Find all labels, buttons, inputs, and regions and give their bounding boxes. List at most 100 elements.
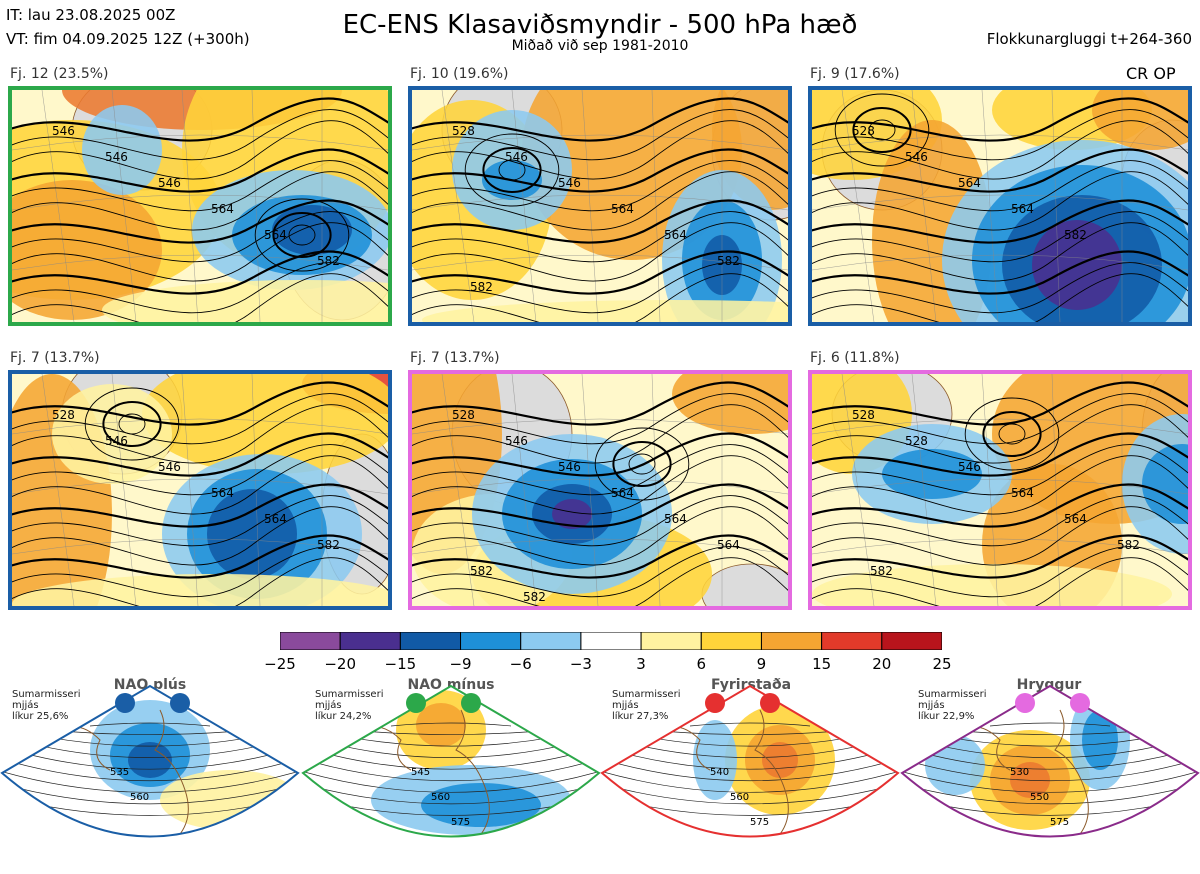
contour-label: 540	[710, 767, 729, 778]
height-contour	[812, 455, 1188, 515]
colorbar-swatch	[460, 631, 522, 651]
height-contour	[812, 444, 1188, 496]
height-contour	[812, 393, 1188, 445]
contour-label: 564	[664, 512, 687, 526]
height-contour	[812, 506, 1188, 566]
height-contour	[12, 199, 388, 244]
regime-marker	[1015, 693, 1035, 713]
anomaly-area	[207, 489, 297, 579]
height-contour	[12, 160, 388, 212]
height-contour	[12, 495, 388, 547]
valid-time: VT: fim 04.09.2025 12Z (+300h)	[6, 30, 250, 48]
height-contour	[12, 262, 388, 314]
contour-label: 564	[211, 486, 234, 500]
height-contour	[412, 160, 788, 212]
regime-3-title: Fyrirstaða	[710, 677, 792, 693]
height-contour	[812, 109, 1188, 161]
height-contour	[12, 171, 388, 231]
height-contour	[12, 222, 388, 282]
regime-anomaly	[1082, 710, 1118, 770]
regime-marker	[1070, 693, 1090, 713]
colorbar-swatch	[520, 631, 582, 651]
contour-label: 560	[730, 792, 749, 803]
height-contour	[812, 273, 1188, 322]
cluster-field: 528 546 546 564 564 582 582	[412, 90, 788, 322]
contour-label: 564	[1011, 486, 1034, 500]
height-contour	[812, 557, 1188, 606]
classification-window: Flokkunargluggi t+264-360	[986, 30, 1192, 48]
contour-label: 528	[852, 124, 875, 138]
contour-label: 550	[1030, 792, 1049, 803]
colorbar-tick-label: 15	[812, 655, 832, 673]
colorbar-swatch	[339, 631, 401, 651]
height-contour	[812, 250, 1188, 295]
contour-label: 530	[1010, 767, 1029, 778]
height-contour	[412, 171, 788, 231]
height-contour	[12, 120, 388, 180]
regime-marker	[705, 693, 725, 713]
anomaly-area	[1092, 90, 1188, 150]
contour-label: 575	[451, 817, 470, 828]
contour-label: 546	[905, 150, 928, 164]
contour-label: 535	[110, 767, 129, 778]
regime-field: 530 550 575	[900, 684, 1200, 838]
regime-outline	[0, 684, 300, 838]
contour-label: 564	[211, 202, 234, 216]
colorbar-tick-label: −20	[324, 655, 356, 673]
height-contour	[812, 97, 1188, 142]
height-contour	[812, 171, 1188, 231]
height-contour	[412, 211, 788, 263]
regime-anomaly	[416, 703, 466, 747]
regime-marker	[461, 693, 481, 713]
contour-label: 564	[264, 512, 287, 526]
height-contour	[12, 483, 388, 528]
regime-anomaly	[1010, 762, 1050, 798]
anomaly-area	[12, 574, 388, 606]
regime-map-nao-plus: 535 560	[0, 670, 300, 870]
panel-3-label: Fj. 9 (17.6%)	[810, 66, 900, 82]
height-contour	[412, 222, 788, 282]
height-contour	[412, 546, 788, 598]
height-contour	[412, 495, 788, 547]
cluster-map-1: 546 546 546 564 564 582	[8, 86, 392, 326]
height-contour	[412, 120, 788, 180]
height-contour	[12, 148, 388, 193]
colorbar-swatch	[700, 631, 762, 651]
regime-map-blocking: 540 560 575	[600, 670, 900, 870]
height-contour	[812, 404, 1188, 464]
contour-label: 564	[264, 228, 287, 242]
cluster-map-6: 528 528 546 564 564 582 582	[808, 370, 1192, 610]
contour-label: 546	[558, 176, 581, 190]
height-contour	[412, 148, 788, 193]
colorbar-swatch	[760, 631, 823, 651]
cr-op-label: CR OP	[1126, 64, 1176, 83]
contour-label: 546	[158, 176, 181, 190]
contour-label: 564	[611, 202, 634, 216]
height-contour	[412, 393, 788, 445]
height-contour	[412, 97, 788, 142]
anomaly-area	[882, 449, 982, 499]
panel-4-label: Fj. 7 (13.7%)	[10, 350, 100, 366]
height-contour	[12, 273, 388, 322]
regime-anomaly	[421, 783, 541, 827]
colorbar-tick-label: −9	[449, 655, 472, 673]
height-contour	[412, 506, 788, 566]
contour-label: 582	[317, 254, 340, 268]
height-contour	[12, 109, 388, 161]
height-contour	[12, 393, 388, 445]
regime-map-nao-minus: 545 560 575	[301, 670, 601, 870]
contour-label: 528	[452, 408, 475, 422]
regime-1-info: Sumarmisseri mjjás líkur 25,6%	[12, 689, 81, 722]
regime-marker	[115, 693, 135, 713]
contour-label: 582	[870, 564, 893, 578]
regime-marker	[760, 693, 780, 713]
panel-6-label: Fj. 6 (11.8%)	[810, 350, 900, 366]
issue-time: IT: lau 23.08.2025 00Z	[6, 6, 176, 24]
anomaly-colorbar	[279, 631, 943, 651]
colorbar-tick-label: 6	[696, 655, 707, 673]
height-contour	[412, 455, 788, 515]
height-contour	[412, 262, 788, 314]
height-contour	[812, 432, 1188, 477]
height-contour	[12, 455, 388, 515]
colorbar-tick-label: 25	[932, 655, 952, 673]
